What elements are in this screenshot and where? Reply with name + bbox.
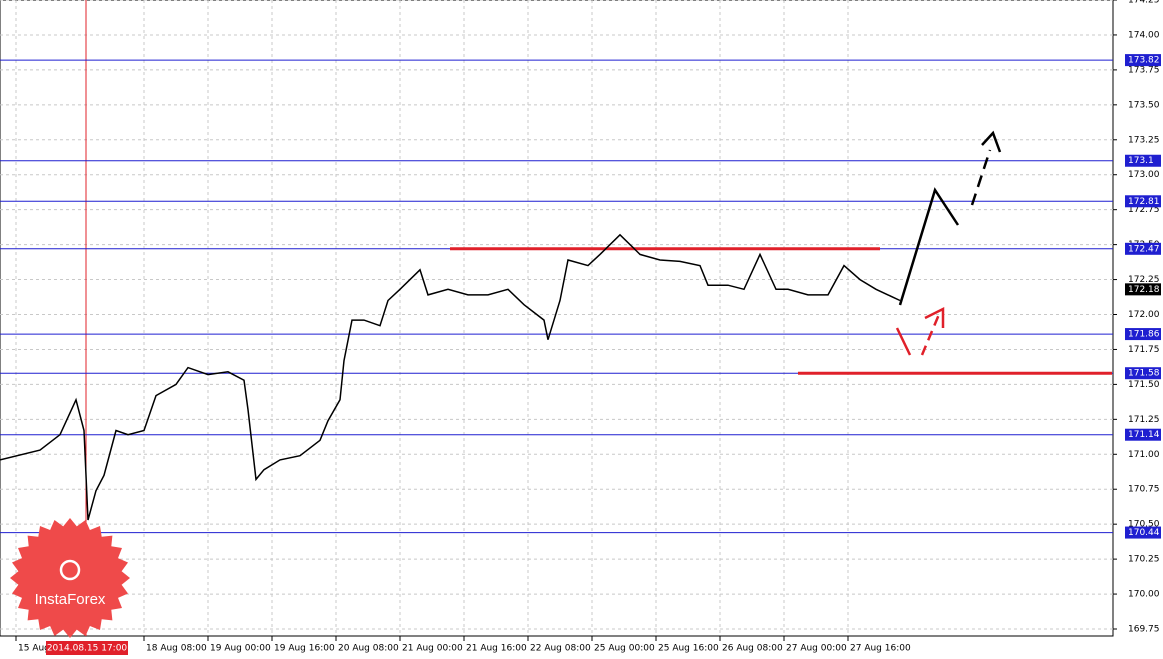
y-tick-label: 172.25 [1128, 275, 1160, 285]
logo-text: InstaForex [35, 591, 106, 608]
x-tick-label: 27 Aug 16:00 [850, 644, 911, 654]
y-tick-label: 171.25 [1128, 415, 1160, 425]
y-tick-label: 172.75 [1128, 205, 1160, 215]
level-label: 173.82 [1128, 56, 1160, 66]
y-tick-label: 174.25 [1128, 0, 1160, 6]
crosshair-box [46, 641, 128, 655]
level-box [1125, 428, 1161, 441]
x-tick-label: 26 Aug 08:00 [722, 644, 783, 654]
level-label: 172.47 [1128, 244, 1160, 254]
y-tick-label: 171.75 [1128, 345, 1160, 355]
arrow-head [981, 130, 1002, 153]
y-tick-label: 170.50 [1128, 520, 1160, 530]
logo-icon [59, 559, 81, 581]
x-tick-label: 21 Aug 16:00 [466, 644, 527, 654]
level-box [1125, 526, 1161, 539]
y-tick-label: 172.00 [1128, 310, 1160, 320]
level-box [1125, 54, 1161, 67]
forecast-black [898, 187, 960, 306]
forecast-red-dashed [920, 311, 942, 356]
level-box [1125, 367, 1161, 380]
level-box [1125, 242, 1161, 255]
x-tick-label: 21 Aug 00:00 [402, 644, 463, 654]
level-label: 172.81 [1128, 197, 1160, 207]
forecast-black-dashed [970, 149, 992, 206]
arrow-head [924, 306, 945, 328]
price-box [1125, 283, 1161, 296]
x-tick-label: 18 Aug 08:00 [146, 644, 207, 654]
y-tick-label: 173.00 [1128, 170, 1160, 180]
y-tick-label: 170.75 [1128, 485, 1160, 495]
level-box [1125, 154, 1161, 167]
x-tick-label: 22 Aug 08:00 [530, 644, 591, 654]
level-label: 170.44 [1128, 528, 1160, 538]
x-tick-label: 19 Aug 00:00 [210, 644, 271, 654]
level-box [1125, 328, 1161, 341]
y-tick-label: 170.25 [1128, 555, 1160, 565]
x-tick-label: 20 Aug 08:00 [338, 644, 399, 654]
y-tick-label: 174.00 [1128, 30, 1160, 40]
level-label: 171.86 [1128, 330, 1160, 340]
price-label: 172.18 [1128, 285, 1160, 295]
level-box [1125, 195, 1161, 208]
x-tick-label: 27 Aug 00:00 [786, 644, 847, 654]
level-label: 173.1 [1128, 156, 1154, 166]
x-tick-label: 25 Aug 00:00 [594, 644, 655, 654]
level-label: 171.14 [1128, 430, 1160, 440]
y-tick-label: 173.25 [1128, 135, 1160, 145]
level-label: 171.58 [1128, 369, 1160, 379]
y-tick-label: 170.00 [1128, 590, 1160, 600]
forecast-arrows [895, 130, 1002, 356]
forecast-red [895, 327, 912, 356]
y-tick-label: 171.00 [1128, 450, 1160, 460]
y-tick-label: 171.50 [1128, 380, 1160, 390]
price-line [0, 233, 901, 521]
x-tick-label: 19 Aug 16:00 [274, 644, 335, 654]
x-tick-label: 25 Aug 16:00 [658, 644, 719, 654]
y-tick-label: 169.75 [1128, 625, 1160, 635]
x-tick-label: 15 Aug [18, 644, 50, 654]
plot-area [0, 0, 1114, 637]
y-tick-label: 173.75 [1128, 65, 1160, 75]
crosshair-label: 2014.08.15 17:00 [47, 644, 128, 654]
y-tick-label: 173.50 [1128, 100, 1160, 110]
